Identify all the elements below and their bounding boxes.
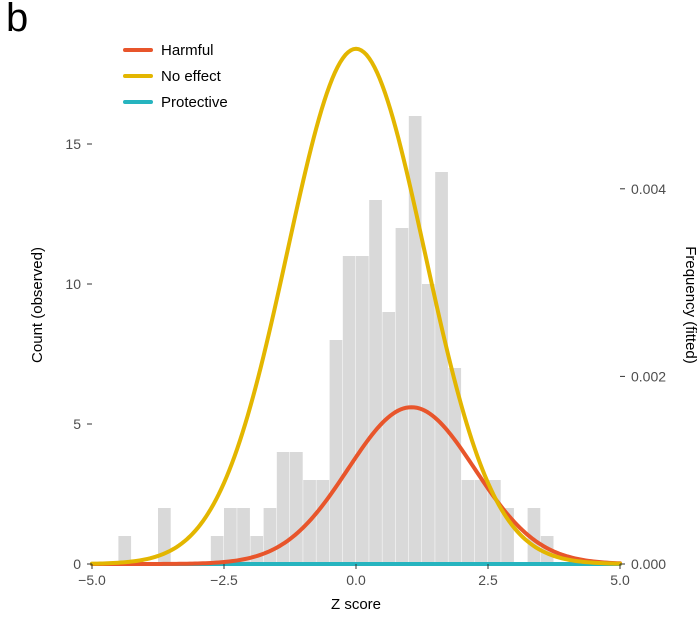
y-right-tick-label: 0.000: [631, 556, 666, 572]
x-tick-label: −2.5: [210, 572, 238, 588]
x-tick-label: −5.0: [78, 572, 106, 588]
y-left-tick-label: 5: [73, 416, 81, 432]
y-right-axis-title: Frequency (fitted): [682, 246, 699, 364]
y-left-axis-title: Count (observed): [29, 247, 46, 363]
hist-bar: [250, 536, 263, 564]
hist-bar: [290, 452, 303, 564]
hist-bar: [264, 508, 277, 564]
y-right-tick-label: 0.004: [631, 181, 666, 197]
x-tick-label: 2.5: [478, 572, 498, 588]
hist-bar: [343, 256, 356, 564]
hist-bar: [369, 200, 382, 564]
x-axis-title: Z score: [331, 596, 381, 613]
hist-bar: [382, 312, 395, 564]
x-tick-label: 0.0: [346, 572, 366, 588]
hist-bar: [237, 508, 250, 564]
legend-label-protective: Protective: [161, 94, 228, 111]
hist-bar: [475, 480, 488, 564]
legend: Harmful No effect Protective: [125, 42, 228, 111]
hist-bar: [435, 172, 448, 564]
hist-bar: [316, 480, 329, 564]
hist-bar: [330, 340, 343, 564]
chart-svg: −5.0 −2.5 0.0 2.5 5.0 Z score 0 5 10 15 Count (obs…: [0, 0, 700, 636]
hist-bar: [422, 284, 435, 564]
hist-bar: [224, 508, 237, 564]
y-left-tick-label: 10: [65, 276, 81, 292]
figure-panel: b −5.0−2.50.02.55.0Z score051015Count (o…: [0, 0, 700, 636]
legend-label-no_effect: No effect: [161, 68, 222, 85]
hist-bar: [396, 228, 409, 564]
hist-bar: [462, 480, 475, 564]
x-tick-label: 5.0: [610, 572, 630, 588]
histogram: [118, 116, 553, 564]
y-left-tick-label: 15: [65, 136, 81, 152]
hist-bar: [211, 536, 224, 564]
y-right-tick-label: 0.002: [631, 368, 666, 384]
legend-label-harmful: Harmful: [161, 42, 214, 59]
hist-bar: [356, 256, 369, 564]
y-left-tick-label: 0: [73, 556, 81, 572]
